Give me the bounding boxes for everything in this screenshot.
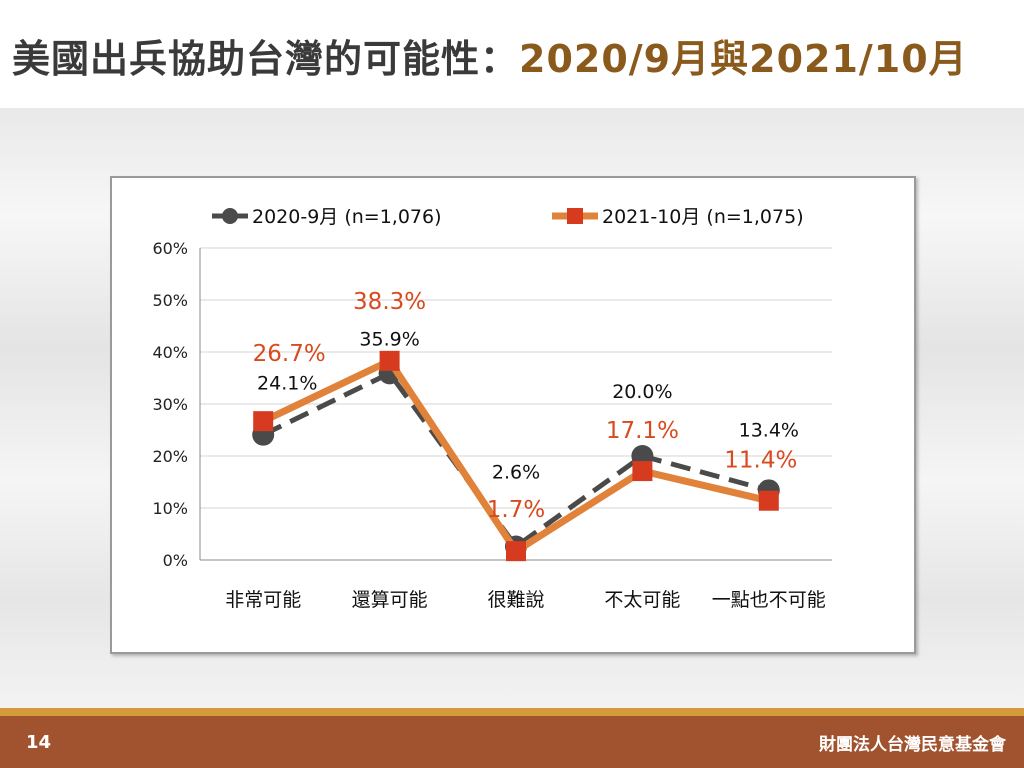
y-tick-label: 40% xyxy=(152,343,188,362)
title-period-1: 2020/9月 xyxy=(519,37,711,81)
legend-2021-swatch-marker xyxy=(567,208,583,224)
y-tick-label: 20% xyxy=(152,447,188,466)
series-2020-data-label: 24.1% xyxy=(257,373,317,395)
series-2021-point xyxy=(253,411,274,432)
series-2021-point xyxy=(506,541,526,562)
legend-2020-swatch-marker xyxy=(222,208,238,224)
line-chart: 0% 10% 20% 30% 40% 50% 60% 非常可能 還算可能 很難說 不太可能 一點也不可… xyxy=(152,206,832,611)
series-2021-data-label: 11.4% xyxy=(724,448,797,474)
organization-name: 財團法人台灣民意基金會 xyxy=(819,735,1006,755)
series-2021-data-label: 1.7% xyxy=(487,497,545,523)
page-number: 14 xyxy=(26,732,52,753)
series-2021-point xyxy=(758,490,779,511)
footer-accent-line xyxy=(0,708,1024,716)
series-2021-data-label: 38.3% xyxy=(353,289,426,315)
legend-2021-label: 2021-10月 (n=1,075) xyxy=(602,206,804,228)
title-main-text: 美國出兵協助台灣的可能性： xyxy=(12,37,520,81)
page-title: 美國出兵協助台灣的可能性：2020/9月與2021/10月 xyxy=(12,28,968,83)
y-tick-label: 0% xyxy=(163,551,188,570)
x-category-label: 不太可能 xyxy=(604,589,680,611)
series-2020-data-label: 13.4% xyxy=(739,419,799,441)
y-tick-label: 30% xyxy=(152,395,188,414)
title-period-2: 2021/10月 xyxy=(749,37,968,81)
y-tick-label: 60% xyxy=(152,239,188,258)
x-category-label: 一點也不可能 xyxy=(712,589,826,611)
series-2021-data-label: 26.7% xyxy=(253,341,326,367)
x-category-label: 很難說 xyxy=(487,589,544,611)
series-2021-point xyxy=(632,461,653,482)
x-category-label: 非常可能 xyxy=(225,589,301,611)
series-2020-line xyxy=(262,370,770,549)
title-bar: 美國出兵協助台灣的可能性：2020/9月與2021/10月 xyxy=(0,0,1024,108)
series-2020-data-label: 35.9% xyxy=(359,328,419,350)
title-join-text: 與 xyxy=(710,37,750,81)
y-tick-label: 10% xyxy=(152,499,188,518)
footer-bar: 14 財團法人台灣民意基金會 xyxy=(0,716,1024,768)
y-tick-label: 50% xyxy=(152,291,188,310)
series-2020-data-label: 20.0% xyxy=(612,381,672,403)
series-2020-data-label: 2.6% xyxy=(492,461,540,483)
series-2021-point xyxy=(379,350,400,371)
legend-2020-label: 2020-9月 (n=1,076) xyxy=(252,206,442,228)
series-2021-data-label: 17.1% xyxy=(606,418,679,444)
chart-frame: 0% 10% 20% 30% 40% 50% 60% 非常可能 還算可能 很難說 不太可能 一點也不可… xyxy=(110,176,916,654)
x-category-label: 還算可能 xyxy=(352,589,428,611)
